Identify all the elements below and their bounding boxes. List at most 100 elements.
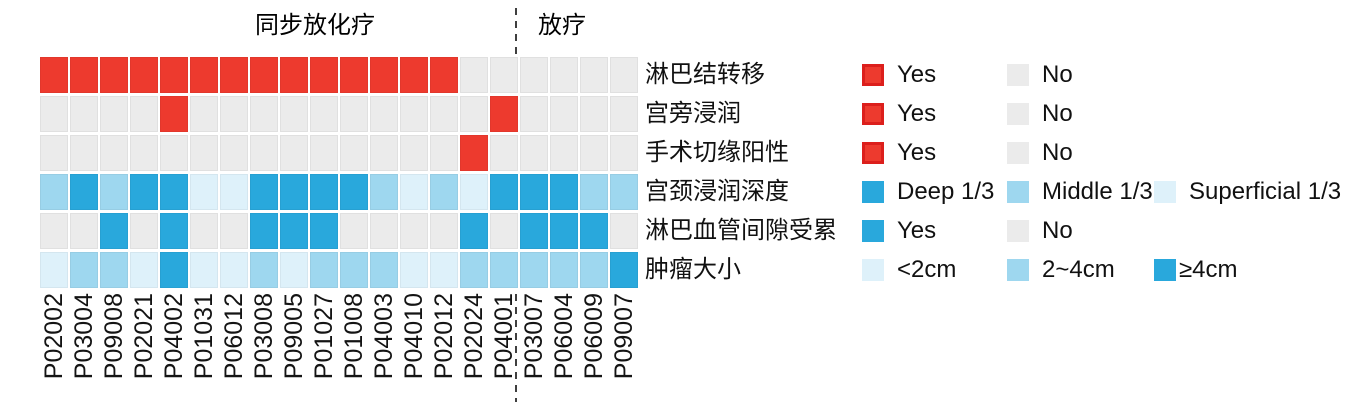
heatmap-cell: [430, 174, 458, 210]
heatmap-cell: [280, 57, 308, 93]
patient-label: P01008: [340, 293, 368, 380]
heatmap-cell: [460, 96, 488, 132]
heatmap-cell: [370, 57, 398, 93]
heatmap-cell: [70, 252, 98, 288]
heatmap-cell: [100, 213, 128, 249]
patient-label: P06012: [220, 293, 248, 380]
heatmap-cell: [310, 213, 338, 249]
heatmap-cell: [190, 252, 218, 288]
heatmap-cell: [430, 252, 458, 288]
patient-label: P06004: [550, 293, 578, 380]
heatmap-cell: [310, 57, 338, 93]
heatmap-cell: [70, 213, 98, 249]
heatmap-cell: [130, 174, 158, 210]
heatmap-cell: [250, 57, 278, 93]
heatmap-cell: [520, 213, 548, 249]
heatmap-cell: [340, 174, 368, 210]
heatmap-cell: [190, 57, 218, 93]
legend-label: Middle 1/3: [1042, 178, 1153, 205]
heatmap-cell: [160, 252, 188, 288]
heatmap-cell: [490, 96, 518, 132]
heatmap-cell: [220, 135, 248, 171]
heatmap-cell: [520, 57, 548, 93]
legend-swatch: [1007, 181, 1029, 203]
heatmap-cell: [130, 96, 158, 132]
row-label: 宫颈浸润深度: [645, 178, 789, 205]
heatmap-cell: [250, 135, 278, 171]
legend-swatch: [1007, 103, 1029, 125]
heatmap-cell: [340, 252, 368, 288]
row-label: 淋巴血管间隙受累: [645, 217, 837, 244]
heatmap-cell: [580, 57, 608, 93]
heatmap-cell: [220, 252, 248, 288]
legend-swatch: [862, 259, 884, 281]
heatmap-cell: [220, 57, 248, 93]
patient-label: P04010: [400, 293, 428, 380]
heatmap-cell: [310, 252, 338, 288]
legend-swatch: [862, 103, 884, 125]
heatmap-cell: [70, 96, 98, 132]
heatmap-cell: [460, 57, 488, 93]
heatmap-cell: [400, 252, 428, 288]
patient-label: P09005: [280, 293, 308, 380]
legend-swatch: [862, 142, 884, 164]
heatmap-cell: [430, 96, 458, 132]
heatmap-cell: [310, 174, 338, 210]
heatmap-cell: [40, 57, 68, 93]
legend-label: No: [1042, 100, 1073, 127]
legend-label: 2~4cm: [1042, 256, 1115, 283]
heatmap-cell: [580, 213, 608, 249]
heatmap-cell: [430, 135, 458, 171]
patient-label: P01031: [190, 293, 218, 380]
heatmap-cell: [610, 96, 638, 132]
heatmap-cell: [280, 252, 308, 288]
heatmap-cell: [190, 96, 218, 132]
heatmap-cell: [550, 213, 578, 249]
patient-label: P04002: [160, 293, 188, 380]
patient-label: P09008: [100, 293, 128, 380]
heatmap-cell: [490, 213, 518, 249]
row-label: 手术切缘阳性: [645, 139, 789, 166]
row-label: 肿瘤大小: [645, 256, 741, 283]
heatmap-cell: [130, 57, 158, 93]
heatmap-cell: [520, 174, 548, 210]
legend-swatch: [1007, 220, 1029, 242]
patient-label: P03008: [250, 293, 278, 380]
heatmap-cell: [550, 96, 578, 132]
heatmap-cell: [520, 252, 548, 288]
heatmap-cell: [100, 57, 128, 93]
patient-label: P01027: [310, 293, 338, 380]
heatmap-cell: [400, 96, 428, 132]
heatmap-cell: [310, 96, 338, 132]
patient-label: P03007: [520, 293, 548, 380]
heatmap-cell: [280, 96, 308, 132]
heatmap-cell: [550, 57, 578, 93]
heatmap-cell: [490, 135, 518, 171]
heatmap-cell: [610, 252, 638, 288]
heatmap-cell: [280, 174, 308, 210]
heatmap-cell: [520, 135, 548, 171]
heatmap-cell: [370, 213, 398, 249]
legend-swatch: [1007, 259, 1029, 281]
legend-label: Yes: [897, 217, 937, 244]
heatmap-cell: [40, 174, 68, 210]
patient-label: P02024: [460, 293, 488, 380]
heatmap-cell: [460, 213, 488, 249]
heatmap-cell: [130, 135, 158, 171]
heatmap-cell: [460, 135, 488, 171]
legend-label: Yes: [897, 139, 937, 166]
legend-swatch: [1154, 259, 1176, 281]
heatmap-cell: [70, 135, 98, 171]
legend-label: Deep 1/3: [897, 178, 995, 205]
heatmap-cell: [100, 252, 128, 288]
heatmap-cell: [280, 213, 308, 249]
legend-label: No: [1042, 217, 1073, 244]
heatmap-cell: [220, 96, 248, 132]
heatmap-cell: [400, 174, 428, 210]
heatmap-cell: [400, 213, 428, 249]
heatmap-cell: [340, 213, 368, 249]
heatmap-cell: [550, 135, 578, 171]
heatmap-cell: [460, 252, 488, 288]
patient-label: P09007: [610, 293, 638, 380]
